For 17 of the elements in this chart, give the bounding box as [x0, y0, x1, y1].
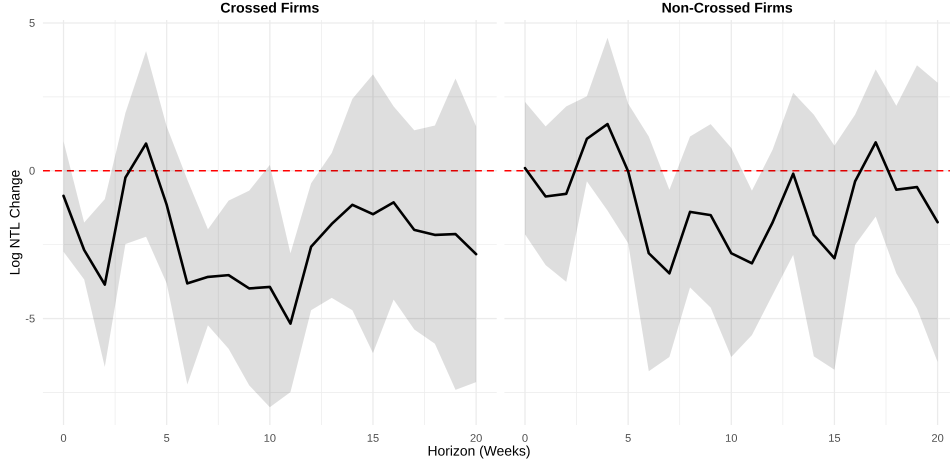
x-tick-label: 10: [264, 434, 276, 442]
x-tick-label: 5: [164, 434, 170, 442]
x-tick-label: 0: [522, 434, 528, 442]
y-tick-label: 5: [29, 19, 35, 27]
x-tick-label: 0: [60, 434, 66, 442]
y-tick-label: 0: [29, 166, 35, 175]
y-axis-title: Log NTL Change: [9, 170, 22, 274]
x-tick-label: 15: [368, 434, 379, 442]
x-tick-label: 20: [470, 434, 482, 442]
chart-title: Crossed Firms: [220, 2, 319, 13]
x-tick-label: 15: [829, 434, 840, 442]
x-tick-label: 20: [932, 434, 944, 442]
x-tick-label: 5: [626, 434, 631, 442]
x-tick-label: 10: [726, 434, 738, 442]
y-tick-label: -5: [26, 314, 35, 322]
chart-title: Non-Crossed Firms: [662, 2, 792, 13]
x-axis-title: Horizon (Weeks): [428, 446, 530, 458]
